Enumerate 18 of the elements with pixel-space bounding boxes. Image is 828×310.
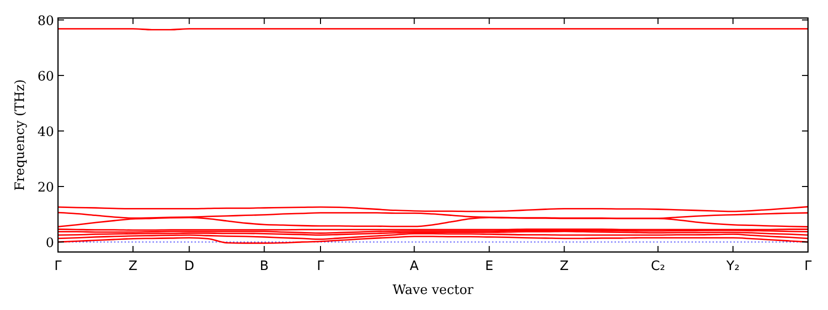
x-tick-label: C₂ bbox=[650, 259, 666, 274]
x-tick-label: Y₂ bbox=[725, 259, 740, 274]
x-tick-label: Γ bbox=[804, 259, 812, 274]
x-tick-label: A bbox=[410, 259, 419, 274]
x-tick-label: Γ bbox=[54, 259, 62, 274]
x-tick-label: Γ bbox=[316, 259, 325, 274]
x-axis-title: Wave vector bbox=[392, 283, 474, 298]
y-axis-title: Frequency (THz) bbox=[13, 79, 28, 191]
y-tick-label: 0 bbox=[46, 236, 54, 252]
y-tick-label: 20 bbox=[37, 180, 54, 196]
y-tick-label: 40 bbox=[37, 124, 54, 140]
y-tick-label: 60 bbox=[37, 69, 54, 84]
y-tick-label: 80 bbox=[37, 14, 54, 29]
x-tick-label: Z bbox=[128, 259, 138, 274]
x-tick-label: Z bbox=[560, 259, 569, 274]
x-tick-label: E bbox=[485, 259, 494, 274]
x-tick-label: D bbox=[184, 259, 194, 274]
x-tick-label: B bbox=[260, 259, 269, 274]
